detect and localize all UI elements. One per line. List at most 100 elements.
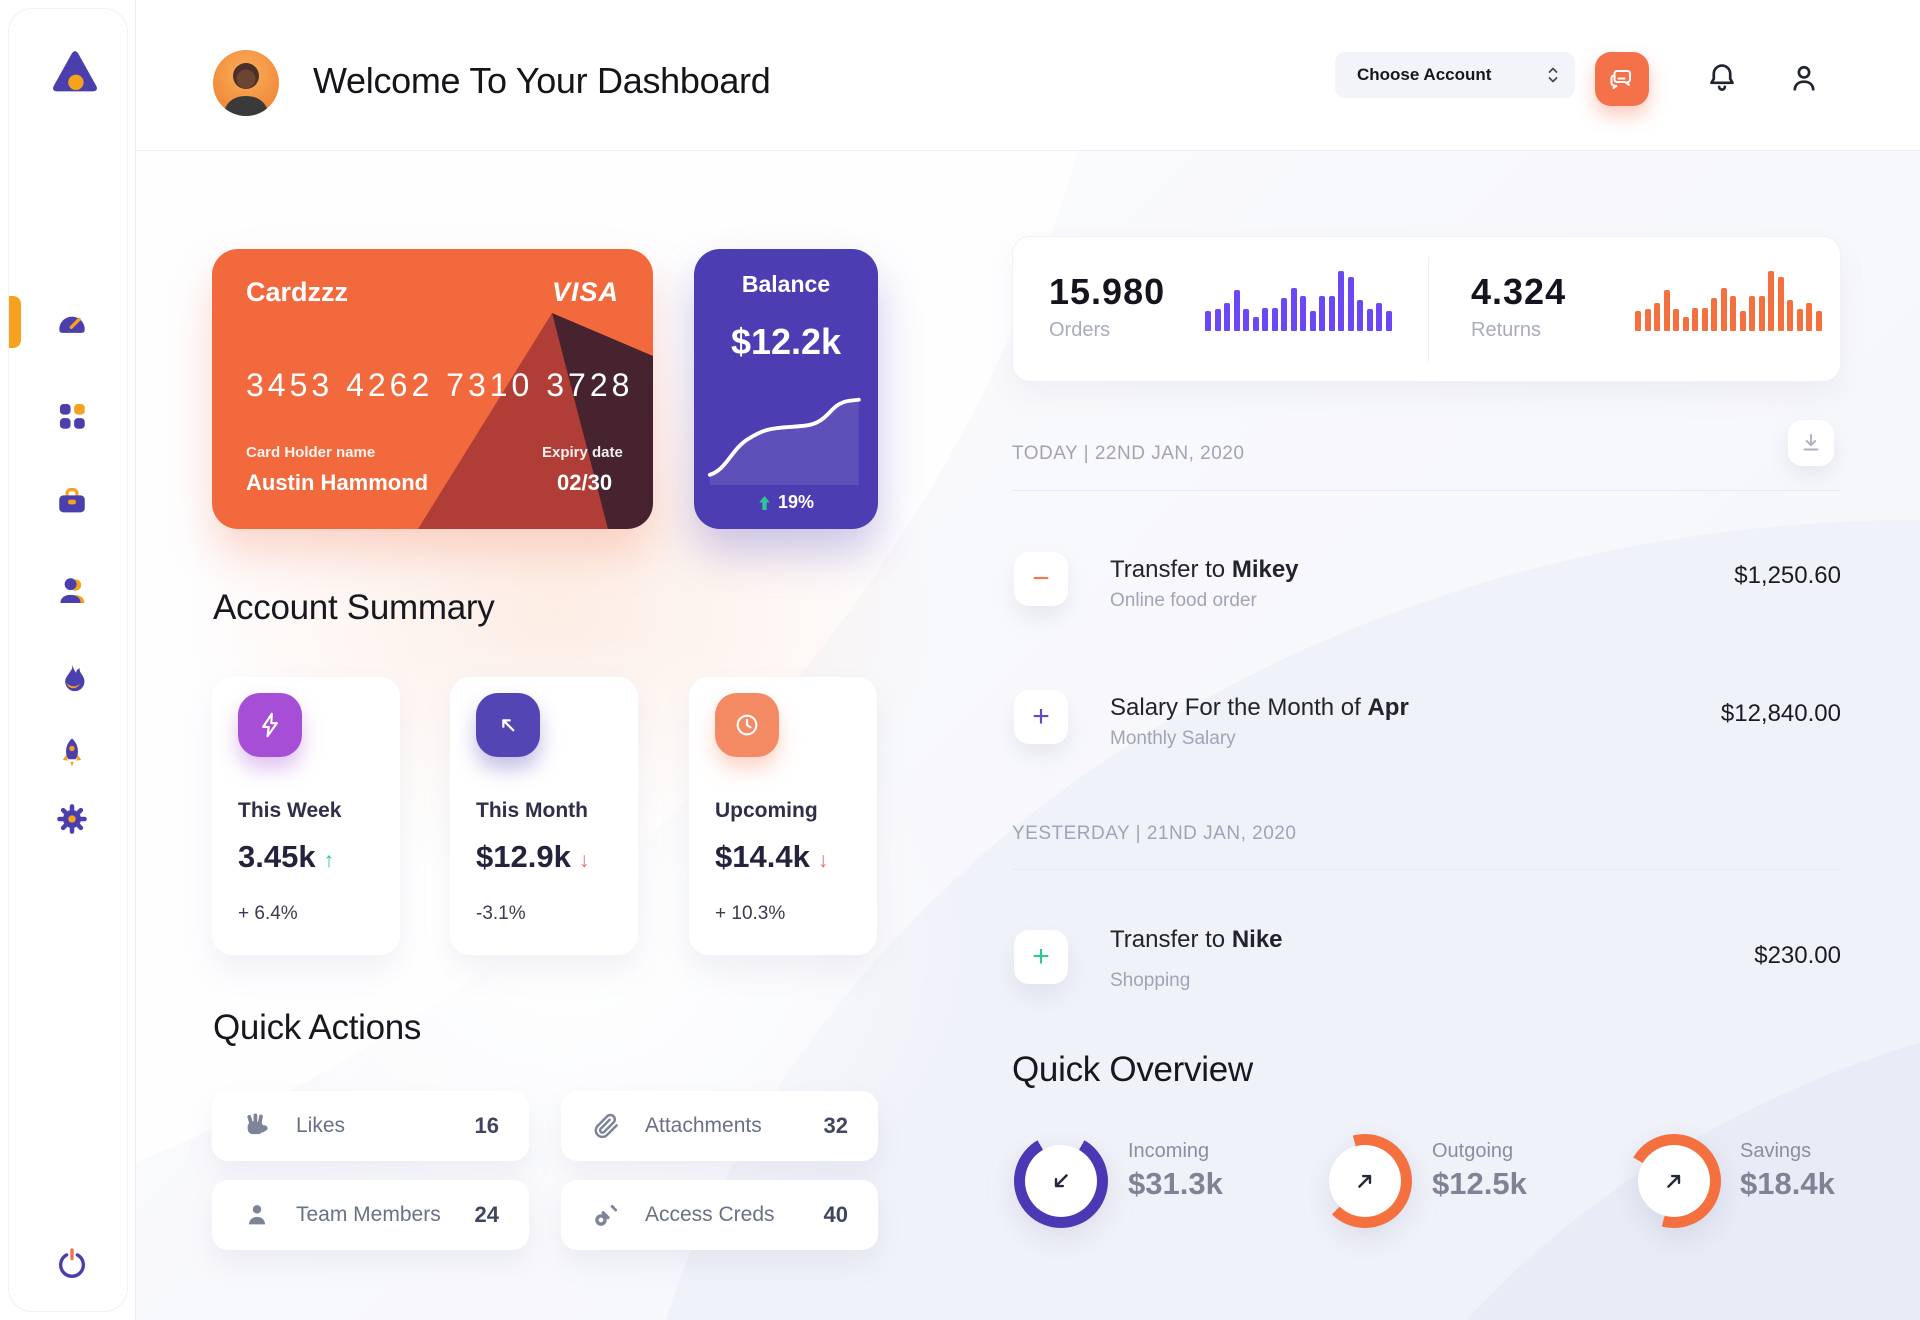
orders-label: Orders: [1049, 319, 1111, 341]
expiry-date: 02/30: [557, 470, 613, 495]
sidebar: [8, 8, 128, 1312]
quick-action-attachments[interactable]: Attachments 32: [561, 1091, 878, 1161]
sidebar-item-team[interactable]: [55, 574, 89, 608]
trend-down-icon: ↓: [578, 849, 590, 872]
orders-returns-card: 15.980 Orders 4.324 Returns: [1012, 236, 1841, 382]
credit-card[interactable]: Cardzzz VISA 3453 4262 7310 3728 Card Ho…: [212, 249, 653, 529]
bell-icon: [1710, 64, 1734, 91]
sidebar-item-work[interactable]: [55, 484, 89, 518]
orders-value: 15.980: [1049, 271, 1166, 312]
quick-action-label: Team Members: [296, 1203, 441, 1226]
date-header-yesterday: YESTERDAY | 21ND JAN, 2020: [1012, 823, 1297, 844]
gauge-label: Outgoing: [1432, 1140, 1514, 1162]
gear-icon: [57, 804, 87, 834]
transaction-subtitle: Monthly Salary: [1110, 728, 1236, 749]
active-nav-indicator: [9, 296, 21, 348]
quick-action-team-members[interactable]: Team Members 24: [212, 1180, 529, 1250]
balance-change: 19%: [694, 492, 878, 513]
returns-value: 4.324: [1471, 271, 1567, 312]
gauge-value: $31.3k: [1128, 1166, 1223, 1201]
quick-overview-title: Quick Overview: [1012, 1050, 1253, 1089]
balance-value: $12.2k: [730, 321, 842, 362]
plus-icon: +: [1032, 940, 1050, 973]
messages-button[interactable]: [1595, 52, 1649, 106]
balance-sparkline: [707, 397, 861, 485]
account-summary-title: Account Summary: [213, 588, 495, 627]
summary-value: $14.4k ↓: [715, 839, 829, 874]
returns-label: Returns: [1471, 319, 1542, 341]
page-title: Welcome To Your Dashboard: [313, 60, 771, 101]
sidebar-item-apps[interactable]: [55, 399, 89, 433]
person-icon: [1793, 65, 1815, 91]
summary-delta: + 10.3%: [715, 903, 786, 924]
download-button[interactable]: [1788, 420, 1834, 466]
stats-divider: [1428, 257, 1429, 363]
arrow-up-left-icon: [476, 693, 540, 757]
app-logo-icon[interactable]: [45, 47, 105, 105]
grid-icon: [59, 403, 85, 429]
card-holder-label: Card Holder name: [246, 444, 376, 461]
profile-button[interactable]: [1787, 61, 1821, 95]
balance-card[interactable]: Balance $12.2k 19%: [694, 249, 878, 529]
user-icon: [60, 578, 85, 604]
sidebar-item-dashboard[interactable]: [55, 306, 89, 340]
user-avatar[interactable]: [213, 50, 279, 116]
account-select[interactable]: Choose Account: [1335, 52, 1575, 98]
minus-icon: −: [1032, 562, 1050, 595]
speedometer-icon: [59, 316, 85, 333]
quick-action-label: Attachments: [645, 1114, 762, 1137]
expiry-label: Expiry date: [542, 444, 623, 461]
quick-action-count: 40: [823, 1202, 848, 1227]
key-icon: [595, 1204, 618, 1226]
summary-card-this-week[interactable]: This Week 3.45k ↑ + 6.4%: [212, 677, 400, 955]
trend-down-icon: ↓: [817, 849, 829, 872]
sidebar-item-settings[interactable]: [55, 802, 89, 836]
transaction-sign-tile[interactable]: −: [1014, 552, 1068, 606]
sidebar-item-activity[interactable]: [55, 661, 89, 695]
transaction-subtitle: Shopping: [1110, 970, 1191, 991]
outgoing-gauge: [1318, 1134, 1412, 1228]
gauge-label: Incoming: [1128, 1140, 1210, 1162]
summary-card-upcoming[interactable]: Upcoming $14.4k ↓ + 10.3%: [689, 677, 877, 955]
quick-action-access-creds[interactable]: Access Creds 40: [561, 1180, 878, 1250]
account-select-label: Choose Account: [1357, 65, 1492, 84]
transaction-sign-tile[interactable]: +: [1014, 690, 1068, 744]
arrow-up-right-icon: [1358, 1174, 1372, 1188]
clap-icon: [247, 1113, 268, 1135]
summary-label: This Week: [238, 799, 342, 822]
rocket-icon: [62, 738, 82, 767]
flame-icon: [65, 664, 85, 692]
date-header-today: TODAY | 22ND JAN, 2020: [1012, 443, 1245, 464]
up-arrow-icon: [759, 495, 770, 510]
transaction-sign-tile[interactable]: +: [1014, 930, 1068, 984]
quick-action-likes[interactable]: Likes 16: [212, 1091, 529, 1161]
download-icon: [1803, 434, 1819, 451]
card-decoration: [418, 313, 653, 529]
trend-up-icon: ↑: [323, 849, 335, 872]
incoming-gauge: [1014, 1134, 1108, 1228]
card-number: 3453 4262 7310 3728: [246, 367, 634, 403]
card-nickname: Cardzzz: [246, 277, 349, 307]
summary-delta: + 6.4%: [238, 903, 298, 924]
gauge-value: $18.4k: [1740, 1166, 1835, 1201]
member-icon: [248, 1205, 266, 1225]
summary-card-this-month[interactable]: This Month $12.9k ↓ -3.1%: [450, 677, 638, 955]
transaction-amount: $230.00: [1754, 942, 1841, 969]
transaction-title: Salary For the Month of Apr: [1110, 694, 1409, 721]
clock-icon: [715, 693, 779, 757]
logout-button[interactable]: [55, 1247, 89, 1281]
transaction-title: Transfer to Nike: [1110, 926, 1283, 953]
rule: [1012, 869, 1841, 870]
gauge-value: $12.5k: [1432, 1166, 1527, 1201]
returns-bar-chart: [1635, 269, 1822, 331]
quick-actions-title: Quick Actions: [213, 1008, 422, 1047]
transaction-title: Transfer to Mikey: [1110, 556, 1299, 583]
arrow-down-left-icon: [1054, 1174, 1068, 1188]
quick-action-count: 24: [474, 1202, 499, 1227]
orders-bar-chart: [1205, 269, 1392, 331]
arrow-up-right-icon: [1667, 1174, 1681, 1188]
lightning-icon: [238, 693, 302, 757]
notifications-button[interactable]: [1705, 61, 1739, 95]
sidebar-item-launch[interactable]: [55, 736, 89, 770]
